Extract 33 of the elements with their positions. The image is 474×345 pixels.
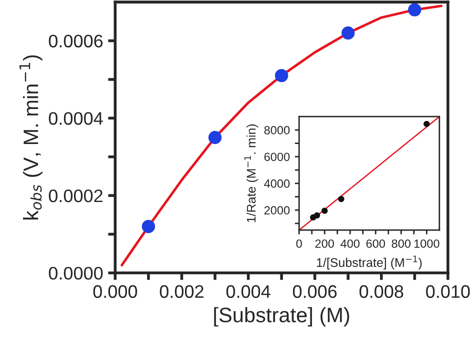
point bbox=[408, 3, 422, 16]
point bbox=[321, 208, 328, 214]
x-tick-label: 200 bbox=[315, 239, 334, 248]
x-tick-label: 0 bbox=[296, 239, 302, 248]
y-tick-label: 6000 bbox=[264, 152, 290, 162]
y-tick-label: 0.0002 bbox=[48, 189, 102, 202]
point bbox=[338, 196, 344, 202]
y-tick-label: 4000 bbox=[264, 179, 290, 188]
x-tick-label: 0.006 bbox=[292, 285, 337, 298]
y-axis-title: 1/Rate (M$^{−1}$. min) bbox=[244, 124, 258, 222]
y-tick-label: 0.0000 bbox=[48, 266, 103, 280]
x-axis-title: 1/[Substrate] (M$^{−1}$) bbox=[316, 256, 422, 270]
point bbox=[424, 120, 430, 128]
x-tick-label: 0.004 bbox=[226, 285, 270, 298]
x-tick-label: 800 bbox=[392, 239, 411, 248]
y-tick-label: 2000 bbox=[264, 206, 290, 214]
x-tick-label: 0.010 bbox=[426, 285, 470, 298]
point bbox=[142, 220, 156, 234]
y-tick-label: 0.0004 bbox=[48, 112, 103, 125]
point bbox=[274, 68, 288, 82]
x-tick-label: 1000 bbox=[414, 239, 440, 248]
x-axis-title: [Substrate] (M) bbox=[214, 307, 350, 327]
x-tick-label: 0.008 bbox=[359, 285, 404, 298]
point bbox=[208, 130, 222, 144]
y-tick-label: 8000 bbox=[264, 126, 290, 134]
x-tick-label: 600 bbox=[366, 239, 386, 248]
point bbox=[314, 212, 320, 219]
x-tick-label: 0.000 bbox=[93, 285, 138, 298]
point bbox=[342, 26, 355, 40]
y-tick-label: 0.0006 bbox=[48, 34, 103, 48]
y-axis-title: k$_{obs}$ (V, M. min$^{−1}$) bbox=[19, 55, 42, 220]
x-tick-label: 0.002 bbox=[160, 285, 204, 298]
x-tick-label: 400 bbox=[340, 239, 360, 248]
